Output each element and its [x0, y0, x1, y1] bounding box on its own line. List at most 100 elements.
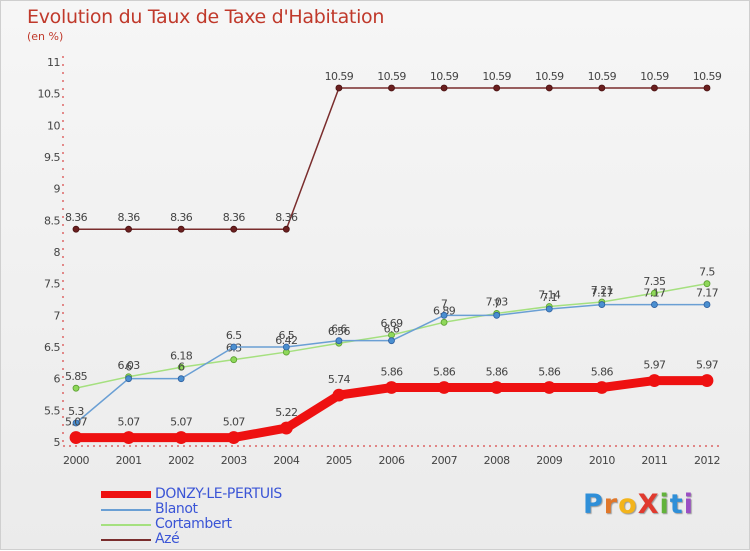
x-tick-label: 2008	[484, 454, 510, 467]
x-tick-label: 2009	[536, 454, 562, 467]
legend-swatch-aze	[101, 538, 151, 541]
data-label-cortambert: 7.35	[643, 275, 666, 288]
legend-swatch-donzy	[101, 491, 151, 498]
data-point-blanot	[651, 301, 658, 308]
data-point-blanot	[282, 343, 290, 351]
data-point-donzy-le-pertuis	[385, 381, 398, 394]
data-point-blanot	[493, 311, 501, 319]
data-point-cortambert	[703, 280, 711, 288]
data-label-cortambert: 6.69	[380, 317, 403, 330]
data-point-cortambert	[177, 363, 185, 371]
data-label-cortambert: 6.42	[275, 334, 297, 347]
data-label-az: 10.59	[430, 70, 459, 83]
data-point-blanot	[388, 337, 395, 345]
data-label-donzy-le-pertuis: 5.86	[433, 366, 456, 379]
data-point-donzy-le-pertuis	[490, 381, 504, 394]
data-point-az	[703, 84, 711, 92]
data-point-donzy-le-pertuis	[227, 431, 241, 444]
data-point-blanot	[335, 337, 343, 345]
data-label-az: 8.36	[118, 211, 141, 224]
data-label-az: 10.59	[588, 70, 617, 83]
data-label-blanot: 7.17	[643, 287, 666, 300]
data-label-donzy-le-pertuis: 5.97	[696, 359, 719, 372]
y-tick-label: 8	[54, 246, 61, 259]
x-tick-label: 2005	[326, 454, 352, 467]
data-label-cortambert: 7.14	[538, 288, 561, 301]
data-label-donzy-le-pertuis: 5.07	[118, 416, 141, 429]
data-point-donzy-le-pertuis	[542, 381, 556, 394]
legend: DONZY-LE-PERTUIS Blanot Cortambert Azé	[101, 487, 282, 547]
legend-item-cortambert: Cortambert	[101, 517, 282, 532]
data-point-az	[282, 225, 290, 233]
data-label-blanot: 6.6	[384, 323, 400, 336]
data-label-az: 8.36	[275, 211, 298, 224]
data-label-blanot: 5.3	[68, 405, 84, 418]
legend-label-aze: Azé	[155, 531, 180, 547]
data-label-blanot: 6.5	[278, 329, 294, 342]
data-label-az: 10.59	[693, 70, 722, 83]
data-point-az	[125, 225, 132, 233]
data-point-donzy-le-pertuis	[437, 381, 451, 394]
data-point-az	[177, 225, 185, 233]
y-tick-label: 10	[47, 119, 60, 132]
data-label-blanot: 7.17	[591, 287, 614, 300]
data-point-donzy-le-pertuis	[69, 431, 83, 444]
data-point-az	[335, 84, 343, 92]
data-label-blanot: 6.6	[331, 323, 347, 336]
x-tick-label: 2000	[63, 454, 89, 467]
data-point-blanot	[545, 305, 553, 313]
data-label-blanot: 7.17	[696, 287, 719, 300]
data-label-az: 8.36	[223, 211, 246, 224]
data-label-az: 10.59	[482, 70, 511, 83]
x-tick-label: 2004	[273, 454, 299, 467]
legend-label-blanot: Blanot	[155, 501, 198, 517]
data-label-blanot: 7	[441, 297, 448, 310]
x-tick-label: 2001	[116, 454, 142, 467]
legend-item-aze: Azé	[101, 532, 282, 547]
data-label-cortambert: 6.03	[118, 359, 141, 372]
data-point-donzy-le-pertuis	[332, 388, 346, 402]
data-point-blanot	[440, 311, 448, 319]
proxiti-logo: ProXiti	[583, 489, 694, 520]
data-label-donzy-le-pertuis: 5.86	[591, 366, 614, 379]
series-line-az	[75, 87, 708, 230]
data-point-cortambert	[651, 289, 658, 297]
data-point-az	[440, 84, 448, 92]
data-label-az: 10.59	[535, 70, 564, 83]
y-tick-label: 7.5	[44, 278, 60, 291]
y-tick-label: 6	[54, 373, 61, 386]
data-label-az: 8.36	[65, 211, 88, 224]
data-point-az	[493, 84, 501, 92]
data-point-az	[651, 84, 658, 92]
data-label-cortambert: 6.18	[170, 349, 193, 362]
legend-item-donzy: DONZY-LE-PERTUIS	[101, 487, 282, 502]
data-point-donzy-le-pertuis	[595, 381, 609, 394]
legend-label-donzy: DONZY-LE-PERTUIS	[155, 486, 282, 502]
legend-item-blanot: Blanot	[101, 502, 282, 517]
data-label-blanot: 6.5	[226, 329, 242, 342]
data-point-donzy-le-pertuis	[174, 431, 188, 444]
data-label-donzy-le-pertuis: 5.97	[643, 359, 666, 372]
data-label-az: 10.59	[377, 70, 406, 83]
data-label-cortambert: 7.5	[699, 266, 715, 279]
legend-label-cortambert: Cortambert	[155, 516, 232, 532]
data-label-blanot: 6	[178, 361, 185, 374]
data-point-blanot	[72, 419, 80, 427]
y-tick-label: 5	[54, 436, 61, 449]
x-tick-label: 2006	[379, 454, 405, 467]
data-label-cortambert: 7.21	[591, 284, 613, 297]
data-point-cortambert	[440, 318, 448, 326]
y-tick-label: 9.5	[44, 151, 60, 164]
data-label-donzy-le-pertuis: 5.86	[486, 366, 509, 379]
data-label-donzy-le-pertuis: 5.07	[65, 416, 88, 429]
data-point-donzy-le-pertuis	[700, 374, 714, 387]
data-point-az	[545, 84, 553, 92]
data-point-donzy-le-pertuis	[648, 374, 661, 387]
chart-subtitle: (en %)	[27, 30, 64, 43]
data-point-donzy-le-pertuis	[279, 421, 293, 435]
data-point-az	[388, 84, 395, 92]
y-tick-label: 6.5	[44, 341, 60, 354]
legend-swatch-blanot	[101, 508, 151, 511]
